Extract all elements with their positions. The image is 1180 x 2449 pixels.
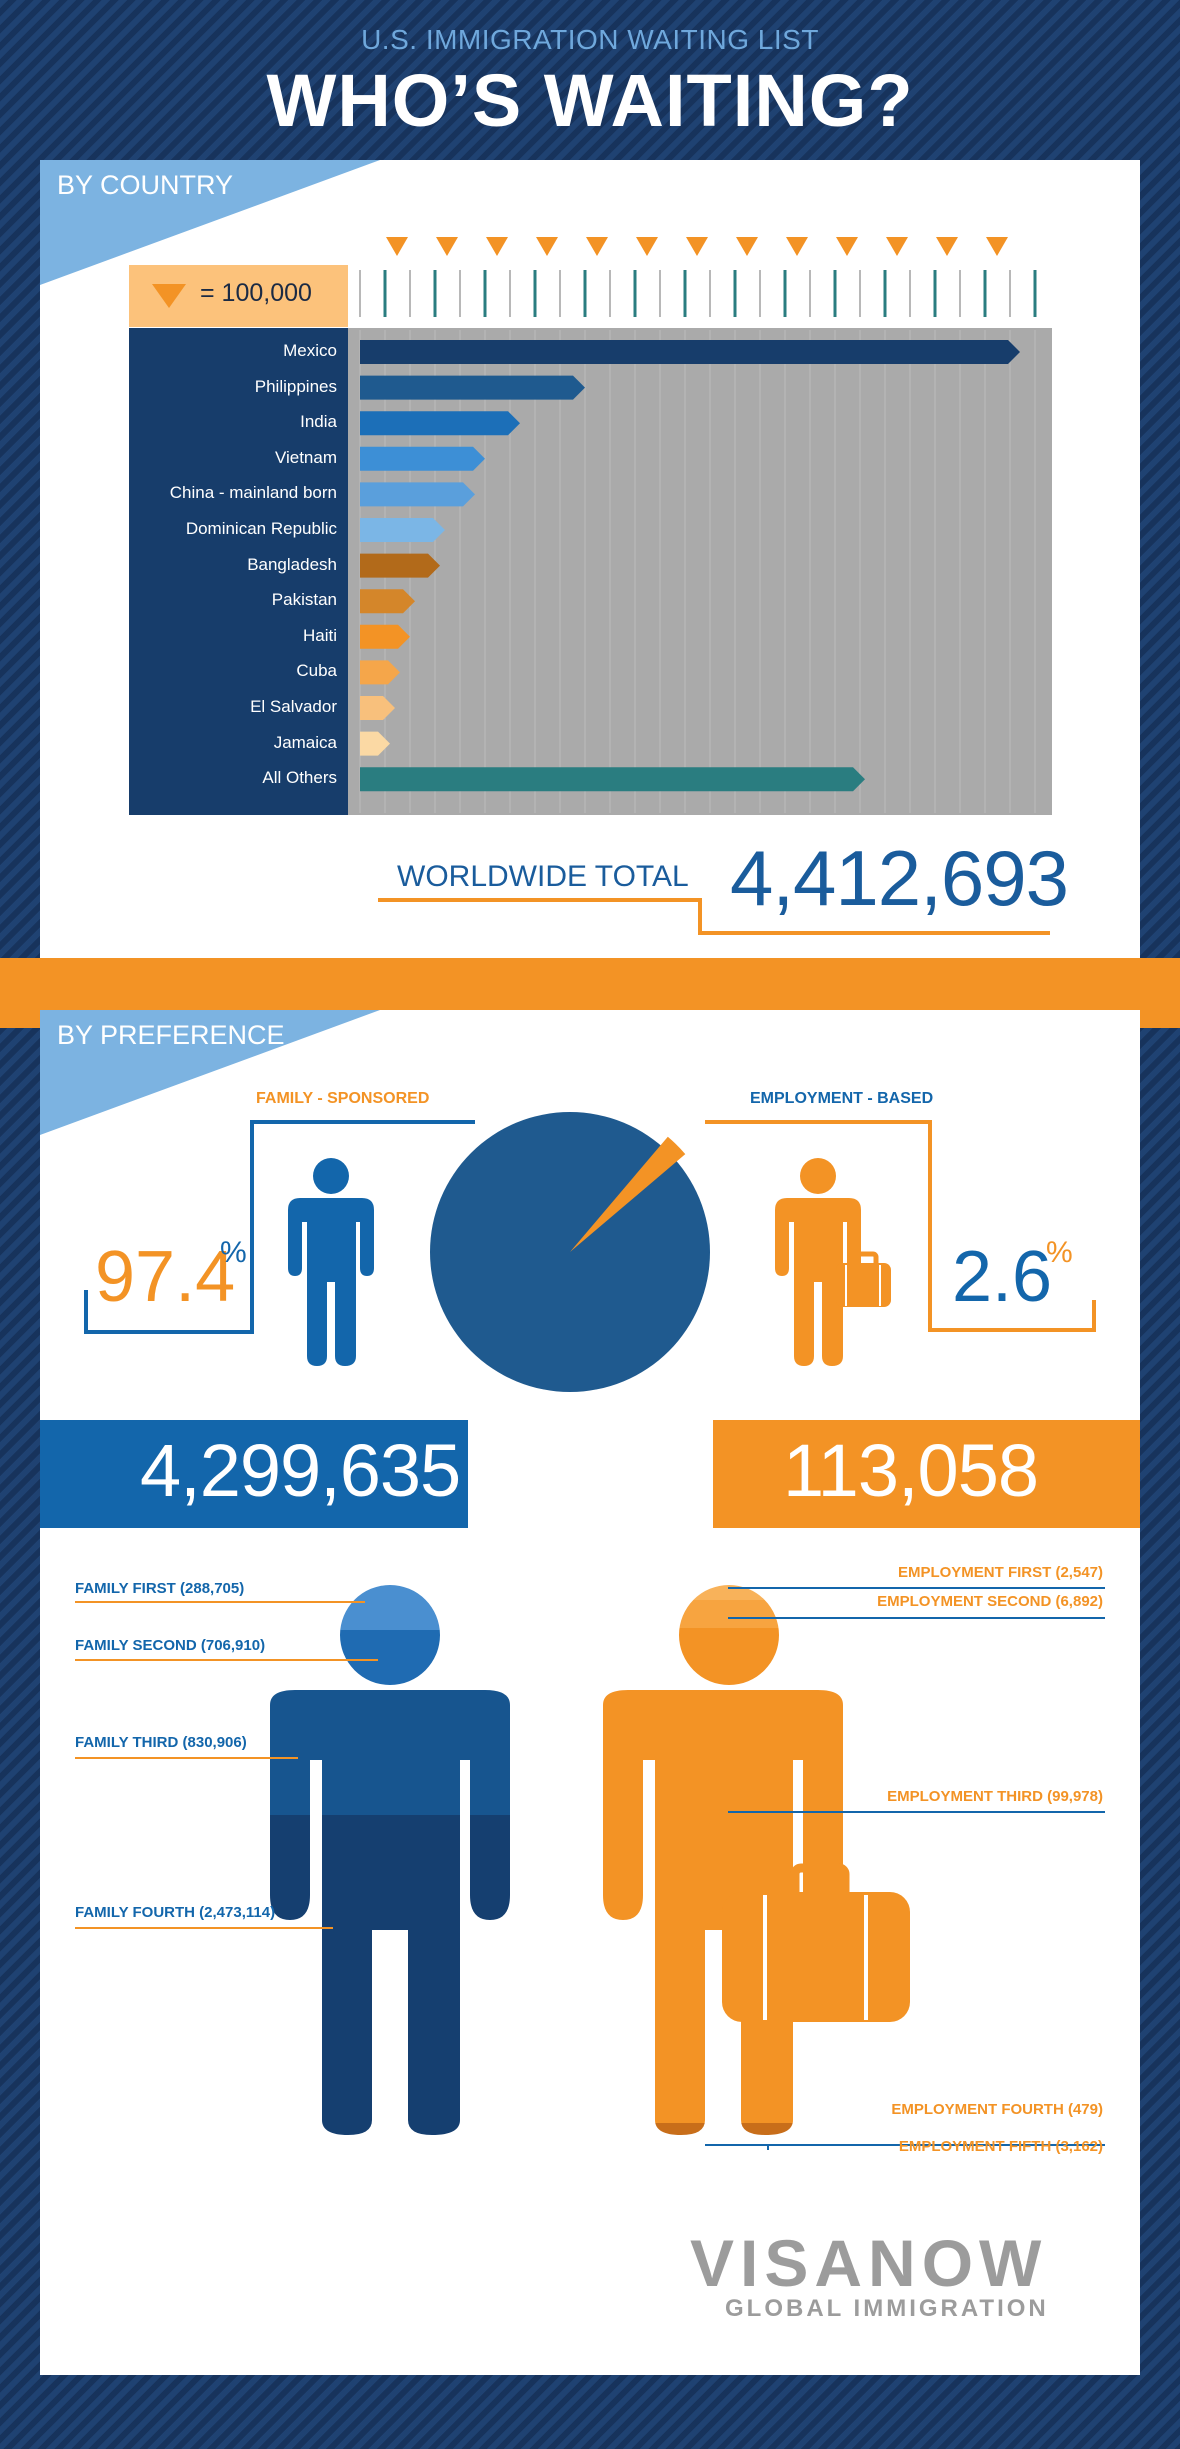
by-country-title: BY COUNTRY (57, 170, 234, 200)
preference-pie-chart (430, 1112, 710, 1392)
country-bar (360, 660, 400, 685)
pie-slice-employment (570, 1136, 686, 1252)
preference-graphic (84, 1112, 1096, 1392)
family-percent: 97.4 (95, 1237, 236, 1317)
scale-marker (836, 237, 858, 256)
country-bar (360, 375, 585, 400)
by-preference-title: BY PREFERENCE (57, 1020, 285, 1050)
country-label: Pakistan (271, 590, 337, 610)
employment-percent-sign: % (1046, 1236, 1073, 1269)
logo-tagline: GLOBAL IMMIGRATION (725, 2295, 1049, 2322)
employment-breakdown-label: EMPLOYMENT THIRD (99,978) (887, 1788, 1103, 1805)
worldwide-frame (378, 898, 1050, 935)
scale-marker (686, 237, 708, 256)
country-label: Cuba (296, 661, 337, 681)
legend-text: = 100,000 (200, 279, 312, 307)
employment-figure-icon (603, 1585, 843, 2135)
country-bar (360, 553, 440, 578)
worldwide-total-label: WORLDWIDE TOTAL (397, 860, 689, 893)
family-breakdown-label: FAMILY FIRST (288,705) (75, 1580, 245, 1597)
family-total-value: 4,299,635 (140, 1429, 461, 1512)
employment-total-box (713, 1420, 1140, 1528)
country-label: Philippines (254, 376, 337, 396)
employment-breakdown-label: EMPLOYMENT SECOND (6,892) (877, 1593, 1103, 1610)
family-percent-sign: % (220, 1236, 247, 1269)
country-label: All Others (262, 768, 337, 788)
scale-marker (786, 237, 808, 256)
page-subtitle: U.S. IMMIGRATION WAITING LIST (361, 24, 819, 55)
employment-breakdown-label: EMPLOYMENT FIRST (2,547) (897, 1564, 1103, 1581)
country-bar (360, 411, 520, 436)
triangle-marker-icon (152, 284, 186, 308)
country-label: Jamaica (273, 732, 337, 752)
country-label: Dominican Republic (185, 519, 337, 538)
scale-marker (536, 237, 558, 256)
scale-marker (386, 237, 408, 256)
employment-total-value: 113,058 (783, 1429, 1039, 1512)
page-title: WHO’S WAITING? (266, 59, 914, 142)
scale-marker (436, 237, 458, 256)
family-person-icon (288, 1158, 374, 1366)
country-bar (360, 340, 1020, 364)
family-total-box (40, 1420, 468, 1528)
country-bar (360, 589, 415, 614)
employment-breakdown-label: EMPLOYMENT FIFTH (3,162) (898, 2138, 1103, 2155)
family-breakdown-label: FAMILY FOURTH (2,473,114) (75, 1904, 276, 1921)
country-label: Haiti (302, 625, 337, 645)
scale-marker (886, 237, 908, 256)
country-label: China - mainland born (169, 483, 337, 503)
family-breakdown-label: FAMILY THIRD (830,906) (75, 1734, 247, 1751)
scale-marker (736, 237, 758, 256)
country-label: Bangladesh (247, 554, 337, 574)
country-bar (360, 446, 485, 471)
country-bar (360, 482, 475, 507)
country-label: Mexico (283, 341, 337, 360)
breakdown-graphic (75, 1585, 1105, 2150)
visanow-logo: VISANOW (690, 2226, 1048, 2300)
country-label: Vietnam (274, 447, 337, 467)
country-bar (360, 767, 865, 792)
employment-percent: 2.6 (952, 1237, 1053, 1317)
scale-marker (936, 237, 958, 256)
family-sponsored-label: FAMILY - SPONSORED (256, 1090, 430, 1107)
family-breakdown-label: FAMILY SECOND (706,910) (75, 1637, 266, 1654)
country-bar (360, 518, 445, 542)
scale-marker (486, 237, 508, 256)
country-label: El Salvador (250, 697, 337, 716)
scale-marker (636, 237, 658, 256)
scale-marker (986, 237, 1008, 256)
worldwide-total-value: 4,412,693 (730, 834, 1069, 922)
country-bar-chart (359, 237, 1037, 813)
family-figure-icon (270, 1585, 510, 2135)
country-bar (360, 624, 410, 649)
briefcase-icon (722, 1863, 910, 2022)
country-bar (360, 696, 395, 720)
employment-based-label: EMPLOYMENT - BASED (750, 1090, 934, 1107)
country-label: India (300, 412, 337, 432)
employment-breakdown-label: EMPLOYMENT FOURTH (479) (891, 2101, 1103, 2118)
employment-person-icon (775, 1158, 891, 1366)
country-bar (360, 731, 390, 756)
country-labels-column (129, 328, 348, 815)
scale-marker (586, 237, 608, 256)
